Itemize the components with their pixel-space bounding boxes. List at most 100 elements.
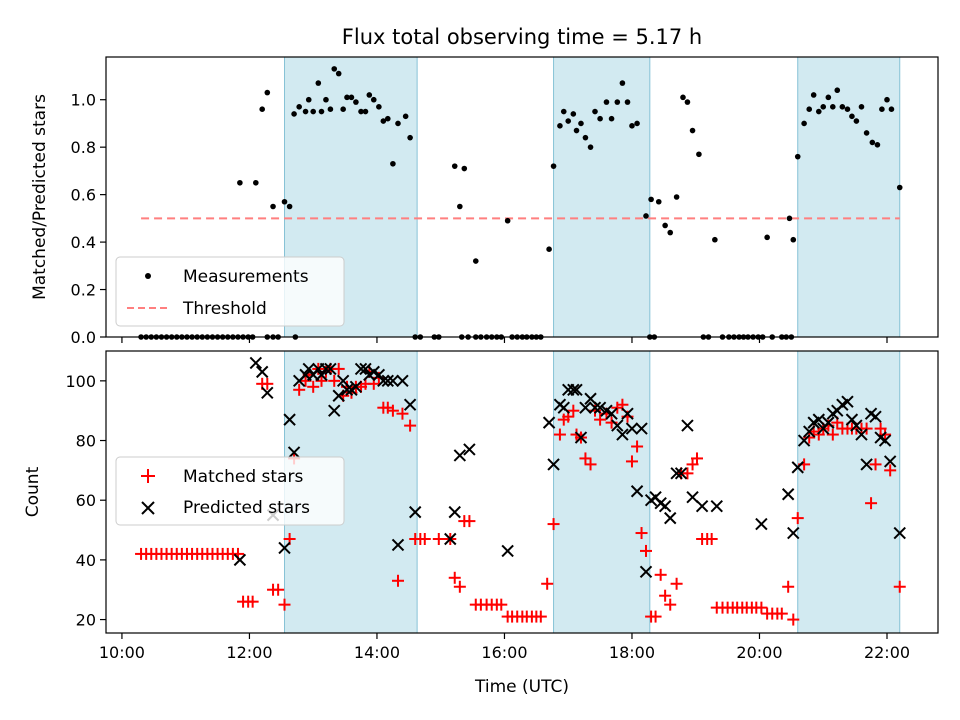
predicted-star-point (630, 485, 644, 498)
matched-star-point (681, 467, 694, 480)
matched-star-point (495, 598, 508, 611)
y-tick-label: 80 (76, 432, 96, 451)
legend-matched-label: Matched stars (183, 467, 303, 487)
matched-star-point (448, 571, 461, 584)
predicted-star-point (570, 383, 583, 397)
measurement-point (592, 108, 598, 115)
predicted-stars-series (233, 356, 906, 579)
bottom-panel-frame (105, 350, 939, 634)
matched-star-point (865, 497, 878, 510)
measurement-point (362, 108, 369, 115)
predicted-star-point (710, 499, 723, 513)
matched-star-point (664, 598, 677, 611)
measurement-point (565, 118, 572, 124)
predicted-star-point (340, 383, 354, 397)
measurement-point (550, 163, 557, 169)
matched-star-point (659, 589, 672, 602)
predicted-star-point (463, 443, 476, 456)
measurement-point (253, 179, 259, 186)
y-tick-label: 0.8 (71, 138, 96, 157)
measurement-point (331, 66, 338, 72)
matched-star-point (755, 601, 768, 614)
matched-star-point (782, 580, 795, 593)
measurement-point (451, 163, 458, 169)
predicted-star-point (444, 532, 457, 546)
matched-star-point (541, 577, 554, 590)
measurement-point (834, 87, 841, 94)
bottom-panel: 20 40 60 80 100 10:00 12:00 14:00 16:00 18:00 20:… (23, 350, 939, 697)
predicted-star-point (396, 374, 409, 388)
predicted-star-point (386, 374, 400, 388)
measurement-point (390, 160, 396, 167)
y-tick-label: 40 (76, 551, 96, 570)
measurement-point (634, 120, 640, 127)
predicted-star-point (621, 407, 634, 420)
measurement-point (801, 120, 807, 127)
x-tick-label: 20:00 (736, 643, 782, 662)
matched-star-point (869, 458, 882, 471)
measurement-point (689, 127, 696, 134)
matched-star-point (670, 577, 683, 590)
legend-measurements-marker (145, 273, 151, 279)
predicted-star-point (448, 505, 461, 519)
measurement-point (684, 99, 691, 105)
predicted-star-point (781, 488, 795, 501)
predicted-star-point (584, 392, 597, 405)
shaded-interval (797, 56, 901, 338)
predicted-star-point (319, 362, 333, 376)
predicted-star-point (593, 401, 607, 414)
measurement-point (603, 99, 610, 105)
matched-star-point (534, 610, 547, 623)
matched-star-point (246, 595, 259, 608)
predicted-star-point (611, 419, 624, 432)
matched-star-point (691, 452, 704, 465)
predicted-star-point (349, 380, 363, 394)
matched-star-point (860, 422, 873, 435)
matched-star-point (418, 533, 431, 545)
measurement-point (305, 96, 312, 103)
measurement-point (849, 113, 855, 120)
measurement-point (844, 106, 851, 113)
measurement-point (764, 234, 770, 241)
legend-threshold-label: Threshold (182, 299, 267, 319)
matched-star-point (328, 374, 341, 387)
measurement-point (402, 113, 409, 120)
bottom-legend: Matched stars Predicted stars (115, 456, 345, 526)
predicted-star-point (639, 565, 653, 579)
measurement-point (839, 104, 846, 110)
predicted-star-point (670, 467, 683, 480)
shaded-interval (797, 350, 901, 634)
measurement-point (370, 96, 377, 103)
y-tick-label: 20 (76, 611, 96, 630)
measurement-point (340, 106, 346, 113)
predicted-star-point (409, 505, 422, 519)
predicted-star-point (287, 446, 301, 459)
predicted-star-point (588, 401, 602, 414)
predicted-star-point (261, 386, 274, 399)
matched-star-point (261, 377, 274, 390)
matched-star-point (654, 568, 667, 581)
predicted-star-point (547, 458, 560, 471)
predicted-star-point (302, 362, 315, 376)
measurement-point (662, 222, 668, 229)
matched-star-point (386, 404, 399, 417)
measurement-point (879, 106, 885, 113)
predicted-star-point (664, 511, 677, 525)
predicted-star-point (869, 410, 882, 423)
top-panel-shaded-intervals (284, 56, 901, 338)
matched-star-point (584, 458, 597, 471)
top-panel-x-ticks (121, 337, 888, 343)
matched-star-point (631, 440, 644, 453)
measurement-point (353, 99, 359, 105)
top-legend-box (115, 256, 345, 327)
measurement-point (461, 165, 468, 172)
measurement-point (344, 94, 350, 101)
measurement-point (624, 99, 631, 105)
x-tick-label: 10:00 (99, 643, 145, 662)
legend-predicted-label: Predicted stars (183, 498, 310, 518)
measurement-point (358, 108, 364, 115)
predicted-star-point (791, 461, 804, 474)
measurement-point (888, 106, 895, 113)
predicted-star-point (332, 389, 345, 402)
predicted-star-point (328, 404, 341, 417)
